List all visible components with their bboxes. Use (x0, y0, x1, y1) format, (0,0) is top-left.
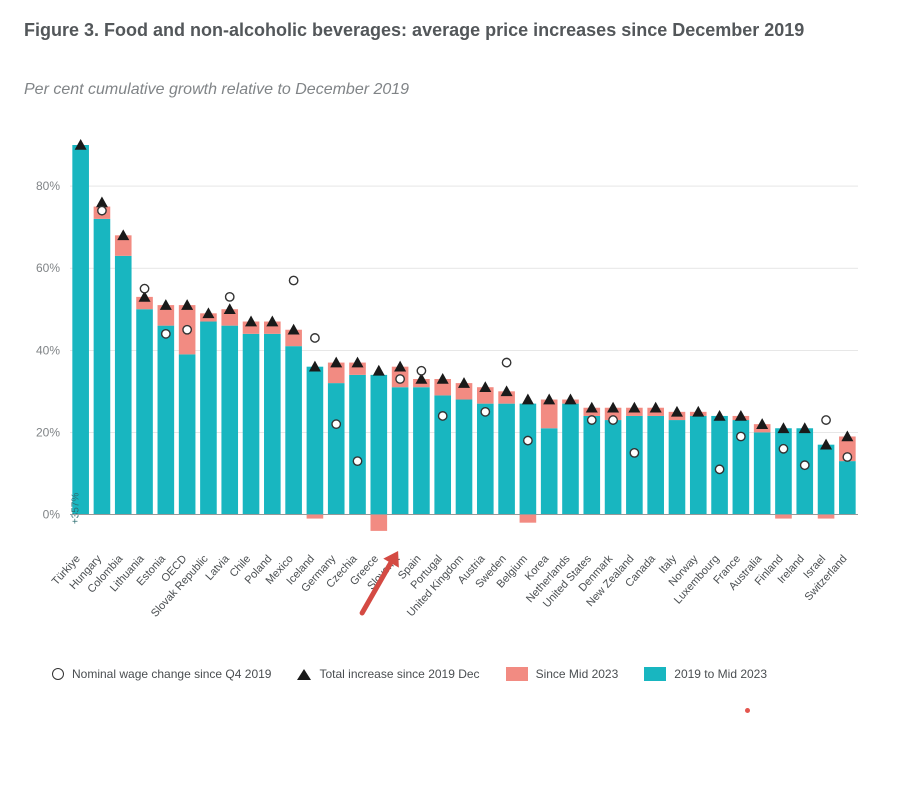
legend-item-pink: Since Mid 2023 (506, 667, 619, 681)
svg-text:40%: 40% (36, 343, 60, 357)
legend: Nominal wage change since Q4 2019 Total … (24, 667, 875, 681)
figure-subtitle: Per cent cumulative growth relative to D… (24, 81, 875, 99)
chart-svg: 0%20%40%60%80%+357%TürkiyeHungaryColombi… (24, 135, 864, 655)
svg-text:+357%: +357% (71, 493, 82, 525)
legend-label-pink: Since Mid 2023 (536, 667, 619, 681)
legend-label-teal: 2019 to Mid 2023 (674, 667, 767, 681)
svg-text:20%: 20% (36, 425, 60, 439)
svg-text:80%: 80% (36, 179, 60, 193)
legend-label-triangle: Total increase since 2019 Dec (319, 667, 479, 681)
svg-text:Latvia: Latvia (203, 552, 232, 582)
red-dot-annotation (745, 708, 750, 713)
figure-container: Figure 3. Food and non-alcoholic beverag… (0, 0, 899, 791)
legend-item-circle: Nominal wage change since Q4 2019 (52, 667, 271, 681)
swatch-pink-icon (506, 667, 528, 681)
legend-label-circle: Nominal wage change since Q4 2019 (72, 667, 271, 681)
chart-area: 0%20%40%60%80%+357%TürkiyeHungaryColombi… (24, 135, 864, 655)
triangle-icon (297, 669, 311, 680)
legend-item-teal: 2019 to Mid 2023 (644, 667, 767, 681)
svg-text:0%: 0% (43, 507, 61, 521)
svg-text:60%: 60% (36, 261, 60, 275)
swatch-teal-icon (644, 667, 666, 681)
figure-title: Figure 3. Food and non-alcoholic beverag… (24, 20, 875, 41)
legend-item-triangle: Total increase since 2019 Dec (297, 667, 479, 681)
circle-icon (52, 668, 64, 680)
